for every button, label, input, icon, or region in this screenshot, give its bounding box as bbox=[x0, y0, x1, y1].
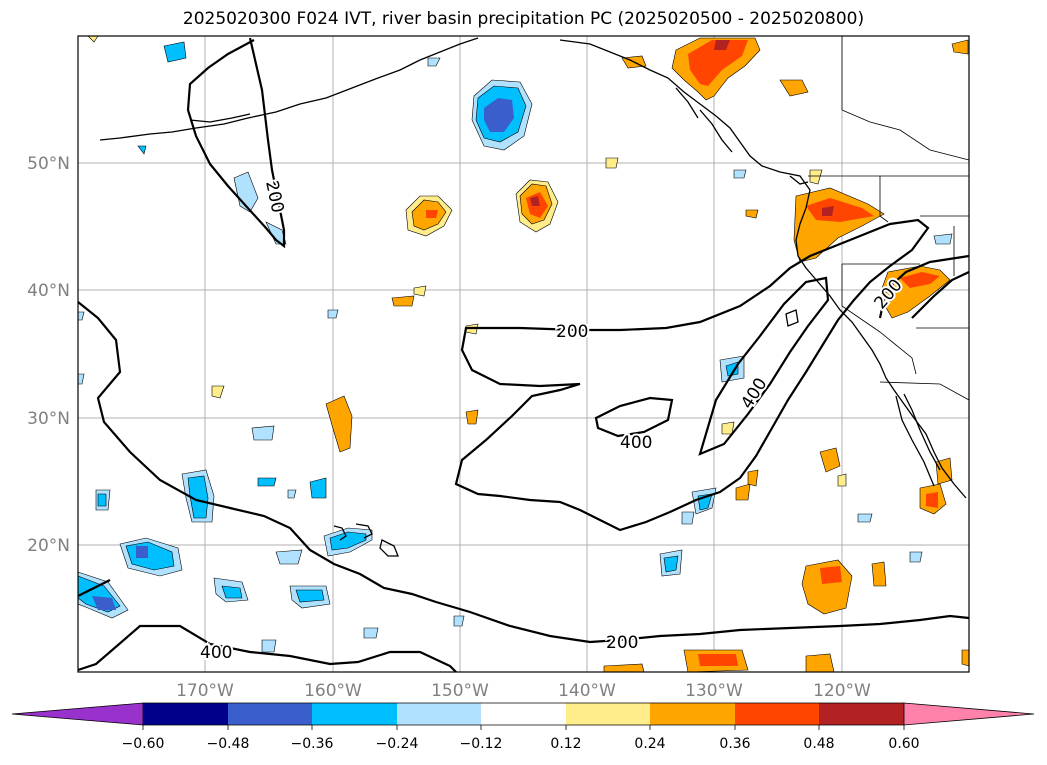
lon-label-130w: 130°W bbox=[685, 681, 743, 701]
colorbar-extend-low bbox=[11, 702, 144, 726]
colorbar-tick-label: −0.60 bbox=[122, 736, 165, 752]
contour-label: 400 bbox=[200, 643, 232, 663]
colorbar-segment bbox=[312, 703, 397, 725]
ivt-contour-200-ncal bbox=[878, 254, 970, 319]
colorbar-tick-label: −0.24 bbox=[376, 736, 419, 752]
colorbar-tick-label: 0.24 bbox=[634, 736, 665, 752]
ivt-contour-400-south bbox=[77, 624, 457, 673]
colorbar-segment bbox=[143, 703, 228, 725]
lat-label-20n: 20°N bbox=[27, 536, 70, 556]
colorbar-segment bbox=[735, 703, 819, 725]
lat-label-30n: 30°N bbox=[27, 409, 70, 429]
ivt-contours bbox=[77, 37, 970, 673]
colorbar-segment bbox=[650, 703, 735, 725]
colorbar-tick-label: −0.36 bbox=[291, 736, 334, 752]
longitude-labels: 170°W 160°W 150°W 140°W 130°W 120°W bbox=[176, 681, 871, 701]
map-panel: 200 200 400 400 200 200 400 bbox=[77, 35, 970, 673]
lat-label-40n: 40°N bbox=[27, 281, 70, 301]
lat-label-50n: 50°N bbox=[27, 154, 70, 174]
colorbar: −0.60 −0.48 −0.36 −0.24 −0.12 0.12 0.24 … bbox=[11, 702, 1035, 752]
colorbar-segment bbox=[481, 703, 566, 725]
lon-label-170w: 170°W bbox=[176, 681, 234, 701]
contour-label: 400 bbox=[620, 433, 652, 453]
lon-label-150w: 150°W bbox=[431, 681, 489, 701]
colorbar-tick-label: −0.48 bbox=[207, 736, 250, 752]
colorbar-tick-label: 0.60 bbox=[888, 736, 919, 752]
ivt-contour-400-small bbox=[594, 396, 674, 438]
lon-label-120w: 120°W bbox=[813, 681, 871, 701]
map-title: 2025020300 F024 IVT, river basin precipi… bbox=[182, 9, 865, 29]
ivt-contour-400-ribbon bbox=[698, 276, 830, 456]
contour-label: 200 bbox=[556, 322, 588, 342]
gridlines bbox=[78, 36, 969, 672]
political-borders bbox=[808, 36, 970, 401]
colorbar-extend-high bbox=[903, 702, 1035, 726]
ivt-contour-200-south bbox=[77, 301, 970, 644]
map-frame bbox=[77, 35, 970, 673]
colorbar-tick-label: 0.12 bbox=[550, 736, 581, 752]
lon-label-160w: 160°W bbox=[304, 681, 362, 701]
colorbar-tick-label: −0.12 bbox=[460, 736, 503, 752]
colorbar-segment bbox=[566, 703, 650, 725]
ivt-contour-200-main bbox=[454, 218, 930, 532]
colorbar-segment bbox=[397, 703, 481, 725]
contour-label: 200 bbox=[606, 633, 638, 653]
precip-blob-c bbox=[325, 395, 353, 453]
colorbar-tick-label: 0.48 bbox=[803, 736, 834, 752]
latitude-labels: 50°N 40°N 30°N 20°N bbox=[27, 154, 70, 556]
colorbar-tick-label: 0.36 bbox=[719, 736, 750, 752]
colorbar-segment bbox=[819, 703, 904, 725]
lon-label-140w: 140°W bbox=[558, 681, 616, 701]
ivt-contour-200-aleutian bbox=[186, 37, 286, 249]
coastlines bbox=[99, 37, 967, 557]
colorbar-segment bbox=[228, 703, 312, 725]
